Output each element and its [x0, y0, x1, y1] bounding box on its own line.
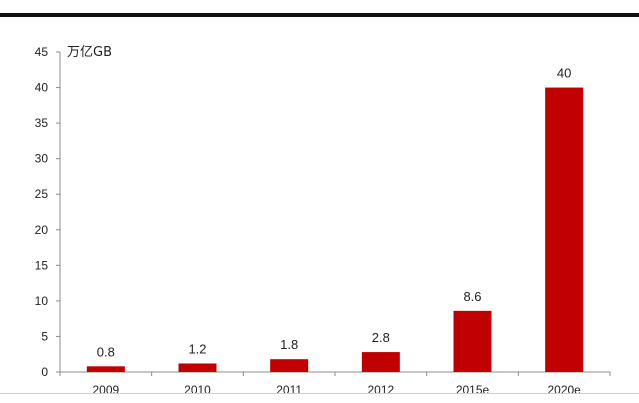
x-tick-label: 2009: [92, 383, 119, 397]
x-tick-label: 2012: [367, 383, 394, 397]
bar-value-label: 8.6: [463, 289, 481, 304]
y-tick-label: 15: [35, 258, 49, 272]
bar: [453, 310, 492, 372]
bar-value-label: 2.8: [372, 330, 390, 345]
bar-value-label: 1.2: [188, 341, 206, 356]
y-tick-label: 45: [35, 45, 49, 59]
bar-series: [86, 87, 584, 373]
y-tick-label: 5: [41, 329, 48, 343]
bar: [361, 352, 400, 372]
data-labels: 0.8 1.2 1.8 2.8 8.6 40: [97, 66, 572, 360]
y-axis-ticks: 0 5 10 15 20 25 30 35 40 45: [35, 45, 60, 379]
y-tick-label: 30: [35, 152, 49, 166]
bar: [178, 363, 217, 372]
x-tick-label: 2010: [184, 383, 211, 397]
y-tick-label: 40: [35, 81, 49, 95]
bar-value-label: 1.8: [280, 337, 298, 352]
y-axis-unit-label: 万亿GB: [67, 45, 112, 60]
bottom-rule: [0, 393, 639, 394]
y-tick-label: 10: [35, 294, 49, 308]
x-tick-label: 2011: [276, 383, 302, 397]
chart-axes: [59, 52, 610, 373]
bar-value-label: 0.8: [97, 344, 115, 359]
bar: [86, 366, 125, 372]
x-tick-label: 2015e: [456, 383, 490, 397]
bar: [545, 87, 584, 373]
bar-value-label: 40: [557, 66, 571, 81]
x-tick-label: 2020e: [547, 383, 581, 397]
y-tick-label: 35: [35, 116, 49, 130]
y-tick-label: 20: [35, 223, 49, 237]
bar: [270, 359, 309, 372]
y-tick-label: 25: [35, 187, 49, 201]
top-rule: [0, 13, 639, 17]
y-tick-label: 0: [41, 365, 48, 379]
